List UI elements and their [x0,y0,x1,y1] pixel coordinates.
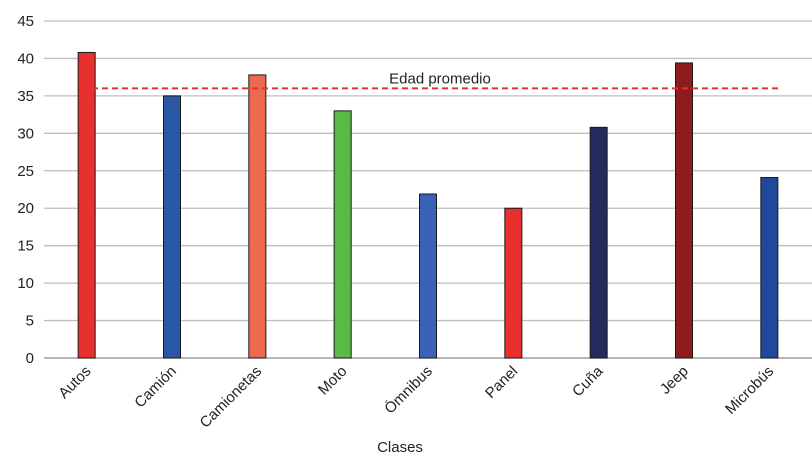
x-axis-title: Clases [377,439,423,456]
y-tick-label: 35 [17,88,34,105]
x-tick-label: Microbús [722,363,777,418]
y-tick-label: 0 [26,350,34,367]
y-tick-label: 15 [17,238,34,255]
bar-2 [248,74,267,359]
bar-7 [675,62,693,359]
y-tick-label: 10 [17,275,34,292]
bar-8 [760,177,779,359]
bar-5 [504,207,523,359]
reference-line-label: Edad promedio [389,70,491,87]
y-tick-label: 45 [17,13,34,30]
x-tick-label: Cuña [569,362,607,400]
bar-6 [589,126,608,359]
y-axis-ticks: 0 5 10 15 20 25 30 35 40 45 [17,13,34,367]
y-tick-label: 30 [17,125,34,142]
y-tick-label: 20 [17,200,34,217]
x-tick-label: Jeep [657,363,692,398]
x-tick-label: Autos [55,363,94,402]
bar-0 [77,51,96,359]
reference-line-group: Edad promedio [92,70,780,90]
bar-3 [333,110,352,359]
bar-1 [163,95,181,359]
y-tick-label: 40 [17,50,34,67]
x-tick-label: Moto [315,363,351,399]
x-tick-label: Camionetas [197,363,266,432]
bar-4 [419,193,437,359]
x-tick-label: Ómnibus [381,363,435,417]
x-tick-label: Camión [131,363,180,412]
x-tick-label: Panel [482,363,521,402]
x-axis-ticks: Autos Camión Camionetas Moto Ómnibus Panel Cuñ… [55,362,777,431]
y-tick-label: 25 [17,163,34,180]
y-tick-label: 5 [26,313,34,330]
bars [77,51,779,359]
